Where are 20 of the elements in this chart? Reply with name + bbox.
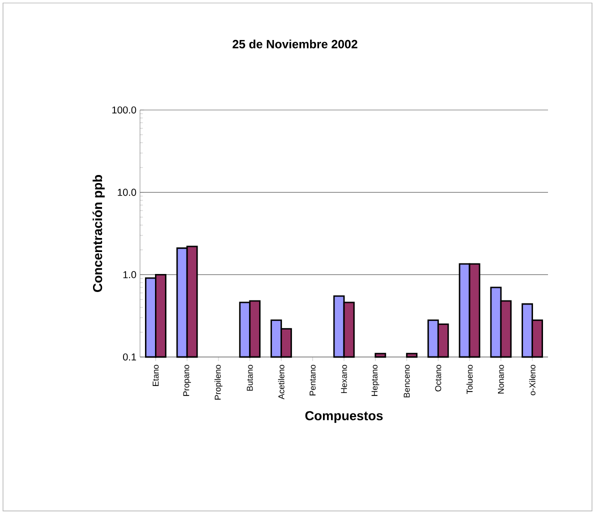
x-tick-label: Acetileno bbox=[278, 364, 284, 400]
x-tick-label: Propileno bbox=[214, 364, 222, 400]
y-tick-label: 0.1 bbox=[123, 353, 136, 361]
x-tick-label: Heptano bbox=[372, 364, 380, 396]
x-axis-title: Compuestos bbox=[305, 411, 383, 423]
chart-title: 25 de Noviembre 2002 bbox=[232, 40, 358, 48]
y-axis-title: Concentración ppb bbox=[92, 175, 105, 292]
x-tick-label: Pentano bbox=[310, 364, 316, 396]
x-tick-label: Propano bbox=[183, 364, 191, 396]
x-tick-label: Hexano bbox=[341, 364, 347, 393]
y-tick-label: 1.0 bbox=[123, 271, 136, 278]
x-tick-label: Benceno bbox=[404, 364, 410, 398]
x-tick-label: Butano bbox=[246, 364, 253, 391]
x-tick-label: o-Xileno bbox=[529, 364, 536, 396]
x-tick-label: Tolueno bbox=[466, 364, 473, 394]
x-tick-label: Etano bbox=[152, 364, 159, 386]
x-tick-label: Nonano bbox=[498, 364, 504, 394]
x-tick-label: Octano bbox=[435, 364, 442, 392]
y-tick-label: 100.0 bbox=[112, 106, 136, 114]
y-tick-label: 10.0 bbox=[118, 188, 136, 196]
